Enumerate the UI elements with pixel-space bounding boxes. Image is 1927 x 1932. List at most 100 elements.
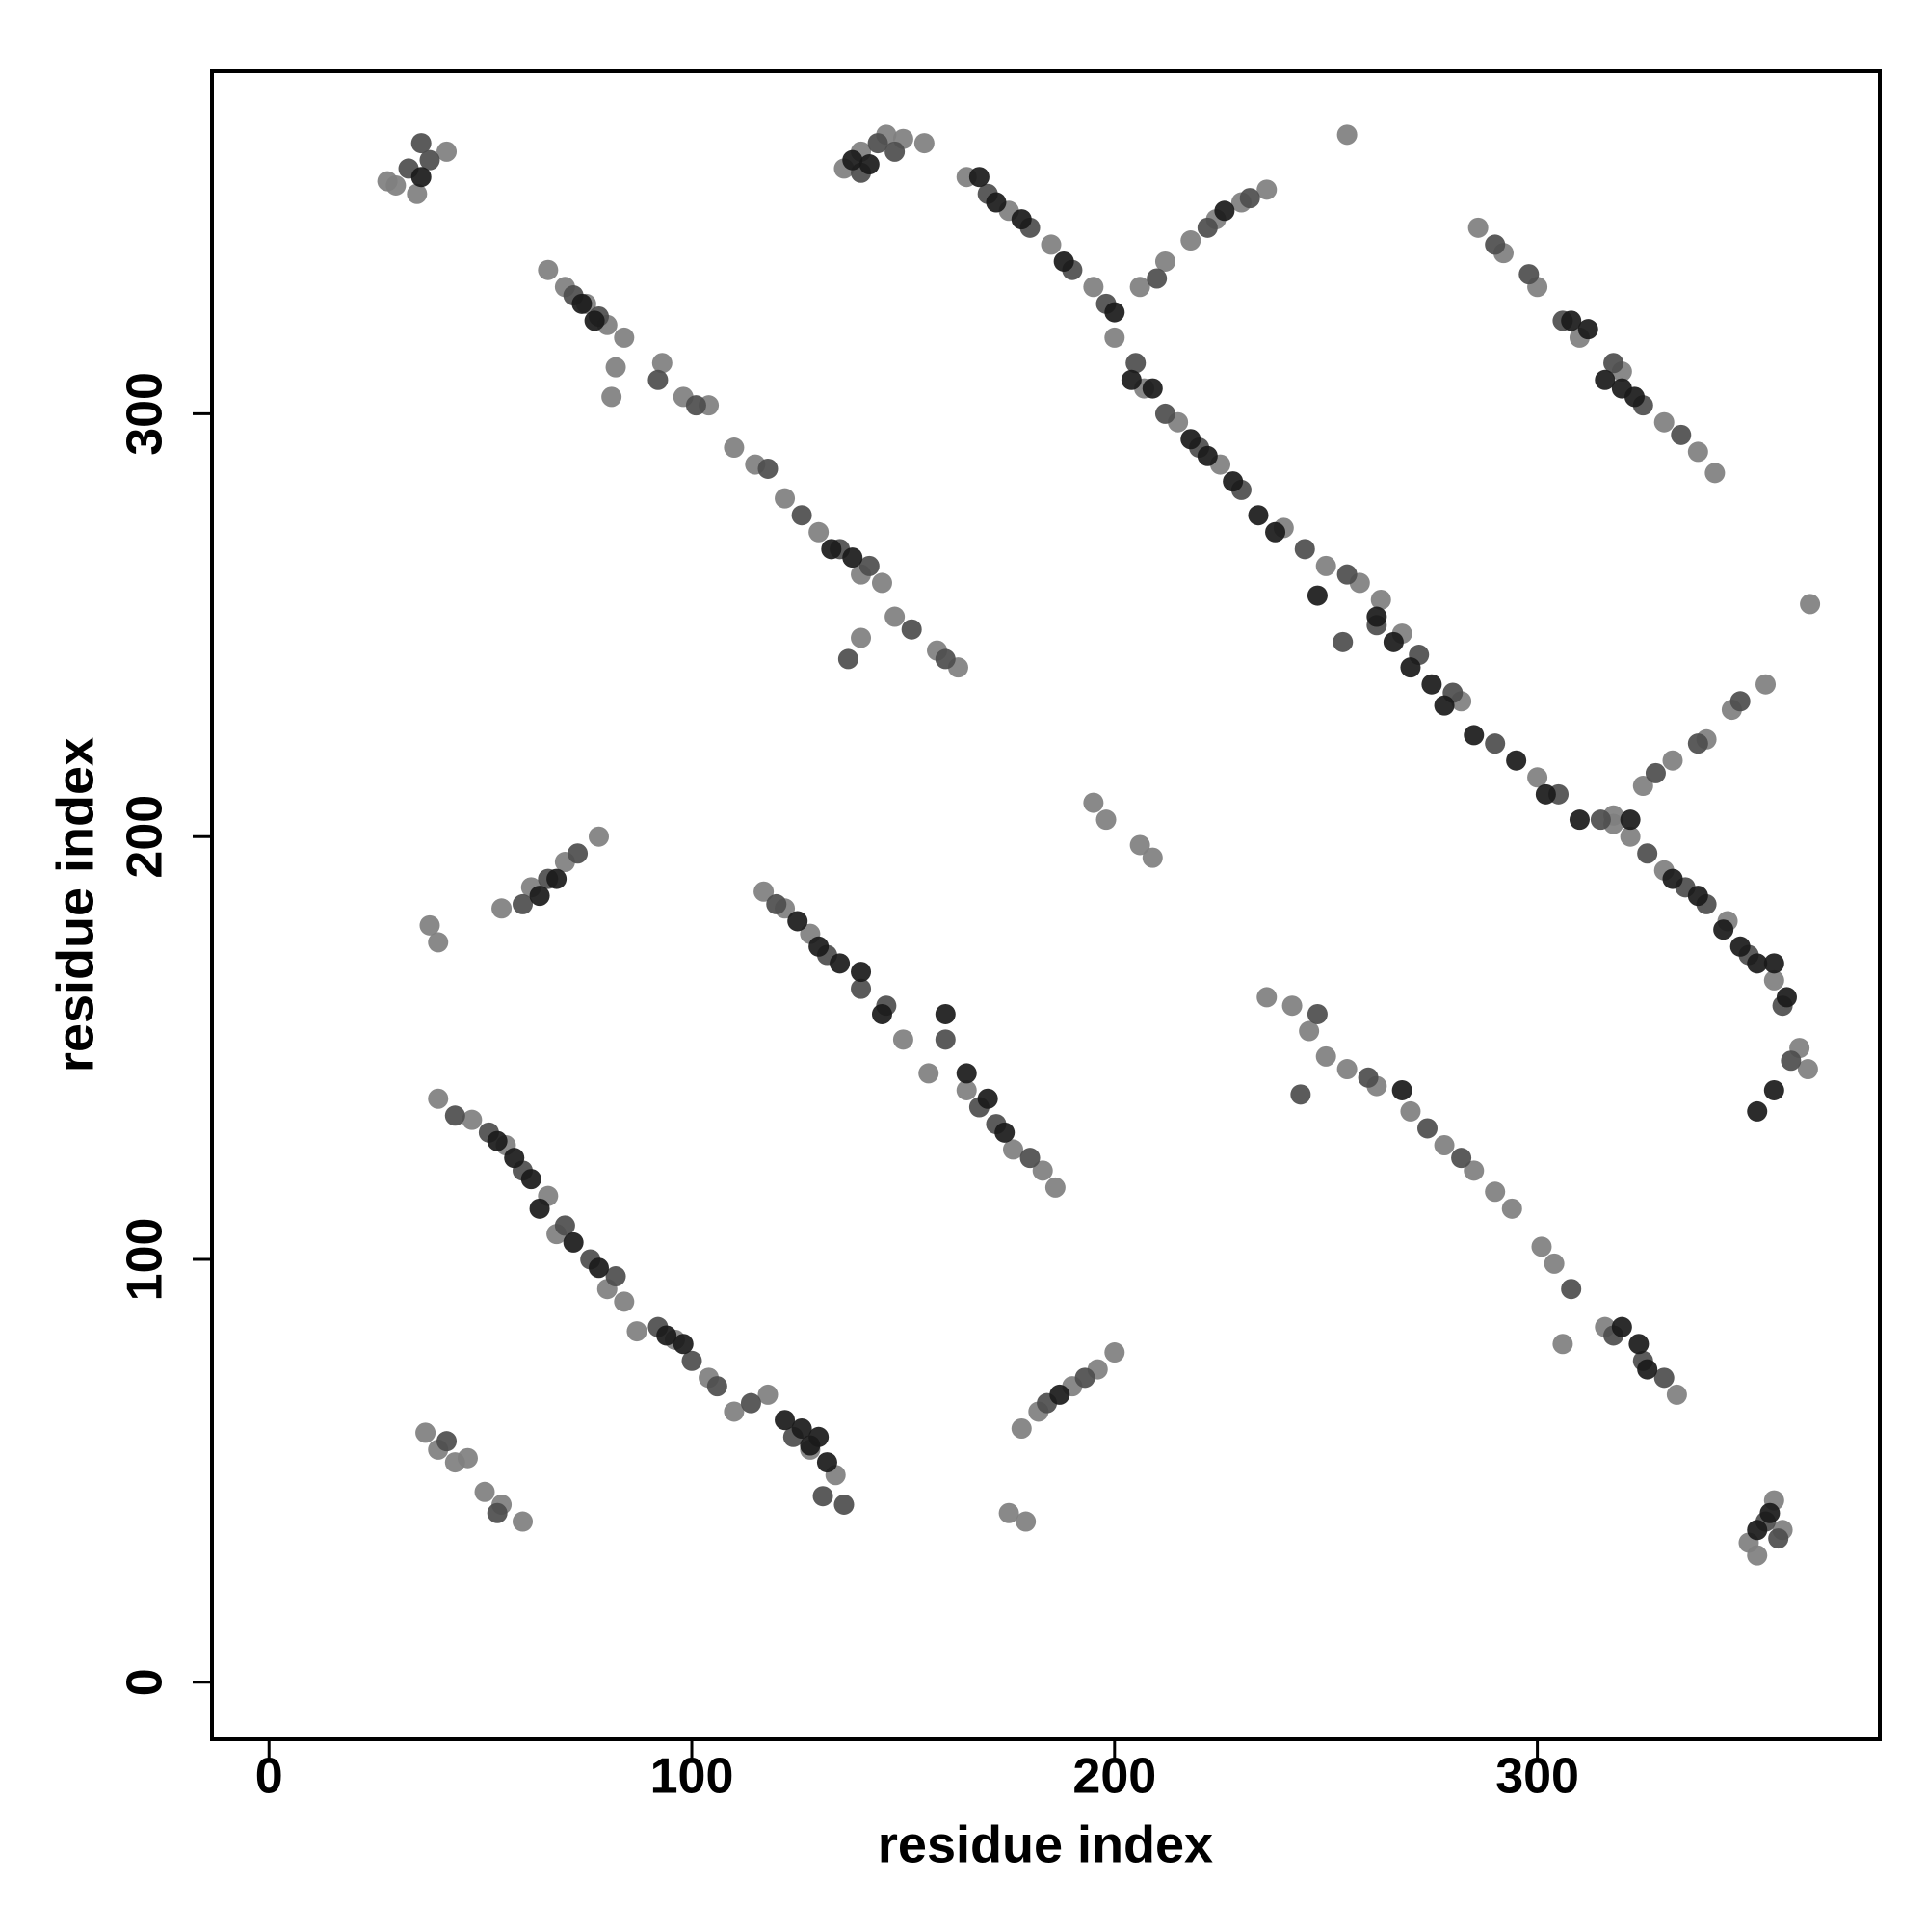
point [1713, 919, 1734, 940]
point [757, 458, 779, 479]
y-tick-label: 200 [118, 795, 173, 879]
point [436, 1431, 458, 1452]
point [1687, 886, 1708, 907]
point [1671, 424, 1692, 445]
point [1628, 1334, 1650, 1355]
point [1531, 1236, 1552, 1257]
point [867, 133, 888, 154]
point [1653, 1367, 1675, 1389]
point [884, 141, 906, 162]
point [605, 1266, 626, 1287]
point [407, 183, 428, 204]
x-tick-label: 300 [1495, 1749, 1579, 1805]
point [1797, 1059, 1818, 1080]
point [601, 386, 622, 408]
point [1290, 1084, 1311, 1105]
point [1336, 564, 1358, 585]
point [1011, 209, 1032, 230]
point [1421, 674, 1442, 695]
point [775, 1410, 796, 1431]
point [1755, 674, 1777, 695]
point [808, 1426, 830, 1447]
point [584, 310, 605, 331]
point [1154, 251, 1175, 272]
point [1239, 188, 1260, 209]
point [1763, 969, 1784, 991]
point [884, 606, 906, 627]
point [842, 149, 863, 171]
point [1485, 234, 1506, 255]
point [1248, 505, 1269, 526]
point [1417, 1118, 1439, 1139]
point [520, 1169, 541, 1190]
y-tick-label: 100 [118, 1218, 173, 1302]
point [377, 171, 398, 192]
x-tick-label: 0 [255, 1749, 283, 1805]
point [1125, 353, 1147, 374]
point [571, 293, 593, 314]
point [1620, 826, 1641, 847]
point [977, 1088, 998, 1109]
point [1104, 1342, 1125, 1363]
point [1747, 1100, 1768, 1122]
point [833, 1494, 855, 1515]
point [1265, 521, 1286, 543]
point [1041, 234, 1062, 255]
point [871, 1003, 892, 1024]
point [956, 1063, 977, 1084]
point [504, 1148, 525, 1169]
point [956, 1079, 977, 1100]
point [1768, 1528, 1789, 1549]
point [1590, 809, 1611, 831]
point [766, 893, 787, 914]
point [1142, 847, 1163, 868]
point [858, 555, 880, 576]
point [1747, 1545, 1768, 1566]
point [1383, 631, 1404, 652]
point [775, 488, 796, 509]
point [1763, 953, 1784, 974]
point [444, 1105, 465, 1126]
point [1501, 1198, 1522, 1219]
point [837, 648, 858, 670]
point [1595, 369, 1616, 390]
point [1391, 1079, 1412, 1100]
point [918, 1063, 939, 1084]
point [614, 327, 635, 348]
point [1645, 762, 1666, 783]
point [1197, 445, 1218, 466]
point [871, 572, 892, 594]
point [1121, 369, 1142, 390]
point [1800, 594, 1821, 615]
point [1011, 1417, 1032, 1439]
point [1307, 1003, 1328, 1024]
point [685, 395, 706, 416]
point [1044, 1177, 1066, 1198]
point [1315, 555, 1336, 576]
point [1687, 441, 1708, 463]
point [1197, 217, 1218, 238]
point [1223, 471, 1244, 492]
point [647, 369, 669, 390]
point [821, 539, 842, 560]
point [1611, 1316, 1632, 1337]
point [1544, 1253, 1565, 1274]
plot-frame [210, 69, 1882, 1741]
point [724, 1401, 745, 1422]
point [656, 1325, 677, 1346]
point [1129, 277, 1150, 298]
point [614, 1291, 635, 1312]
point [706, 1376, 727, 1397]
point [1104, 327, 1125, 348]
point [1180, 429, 1201, 450]
point [491, 898, 513, 919]
point [1759, 1502, 1781, 1523]
point [851, 978, 872, 999]
point [428, 1088, 449, 1109]
point [436, 141, 458, 162]
point [787, 911, 808, 932]
point [1336, 1059, 1358, 1080]
point [1527, 767, 1548, 788]
point [673, 1334, 694, 1355]
